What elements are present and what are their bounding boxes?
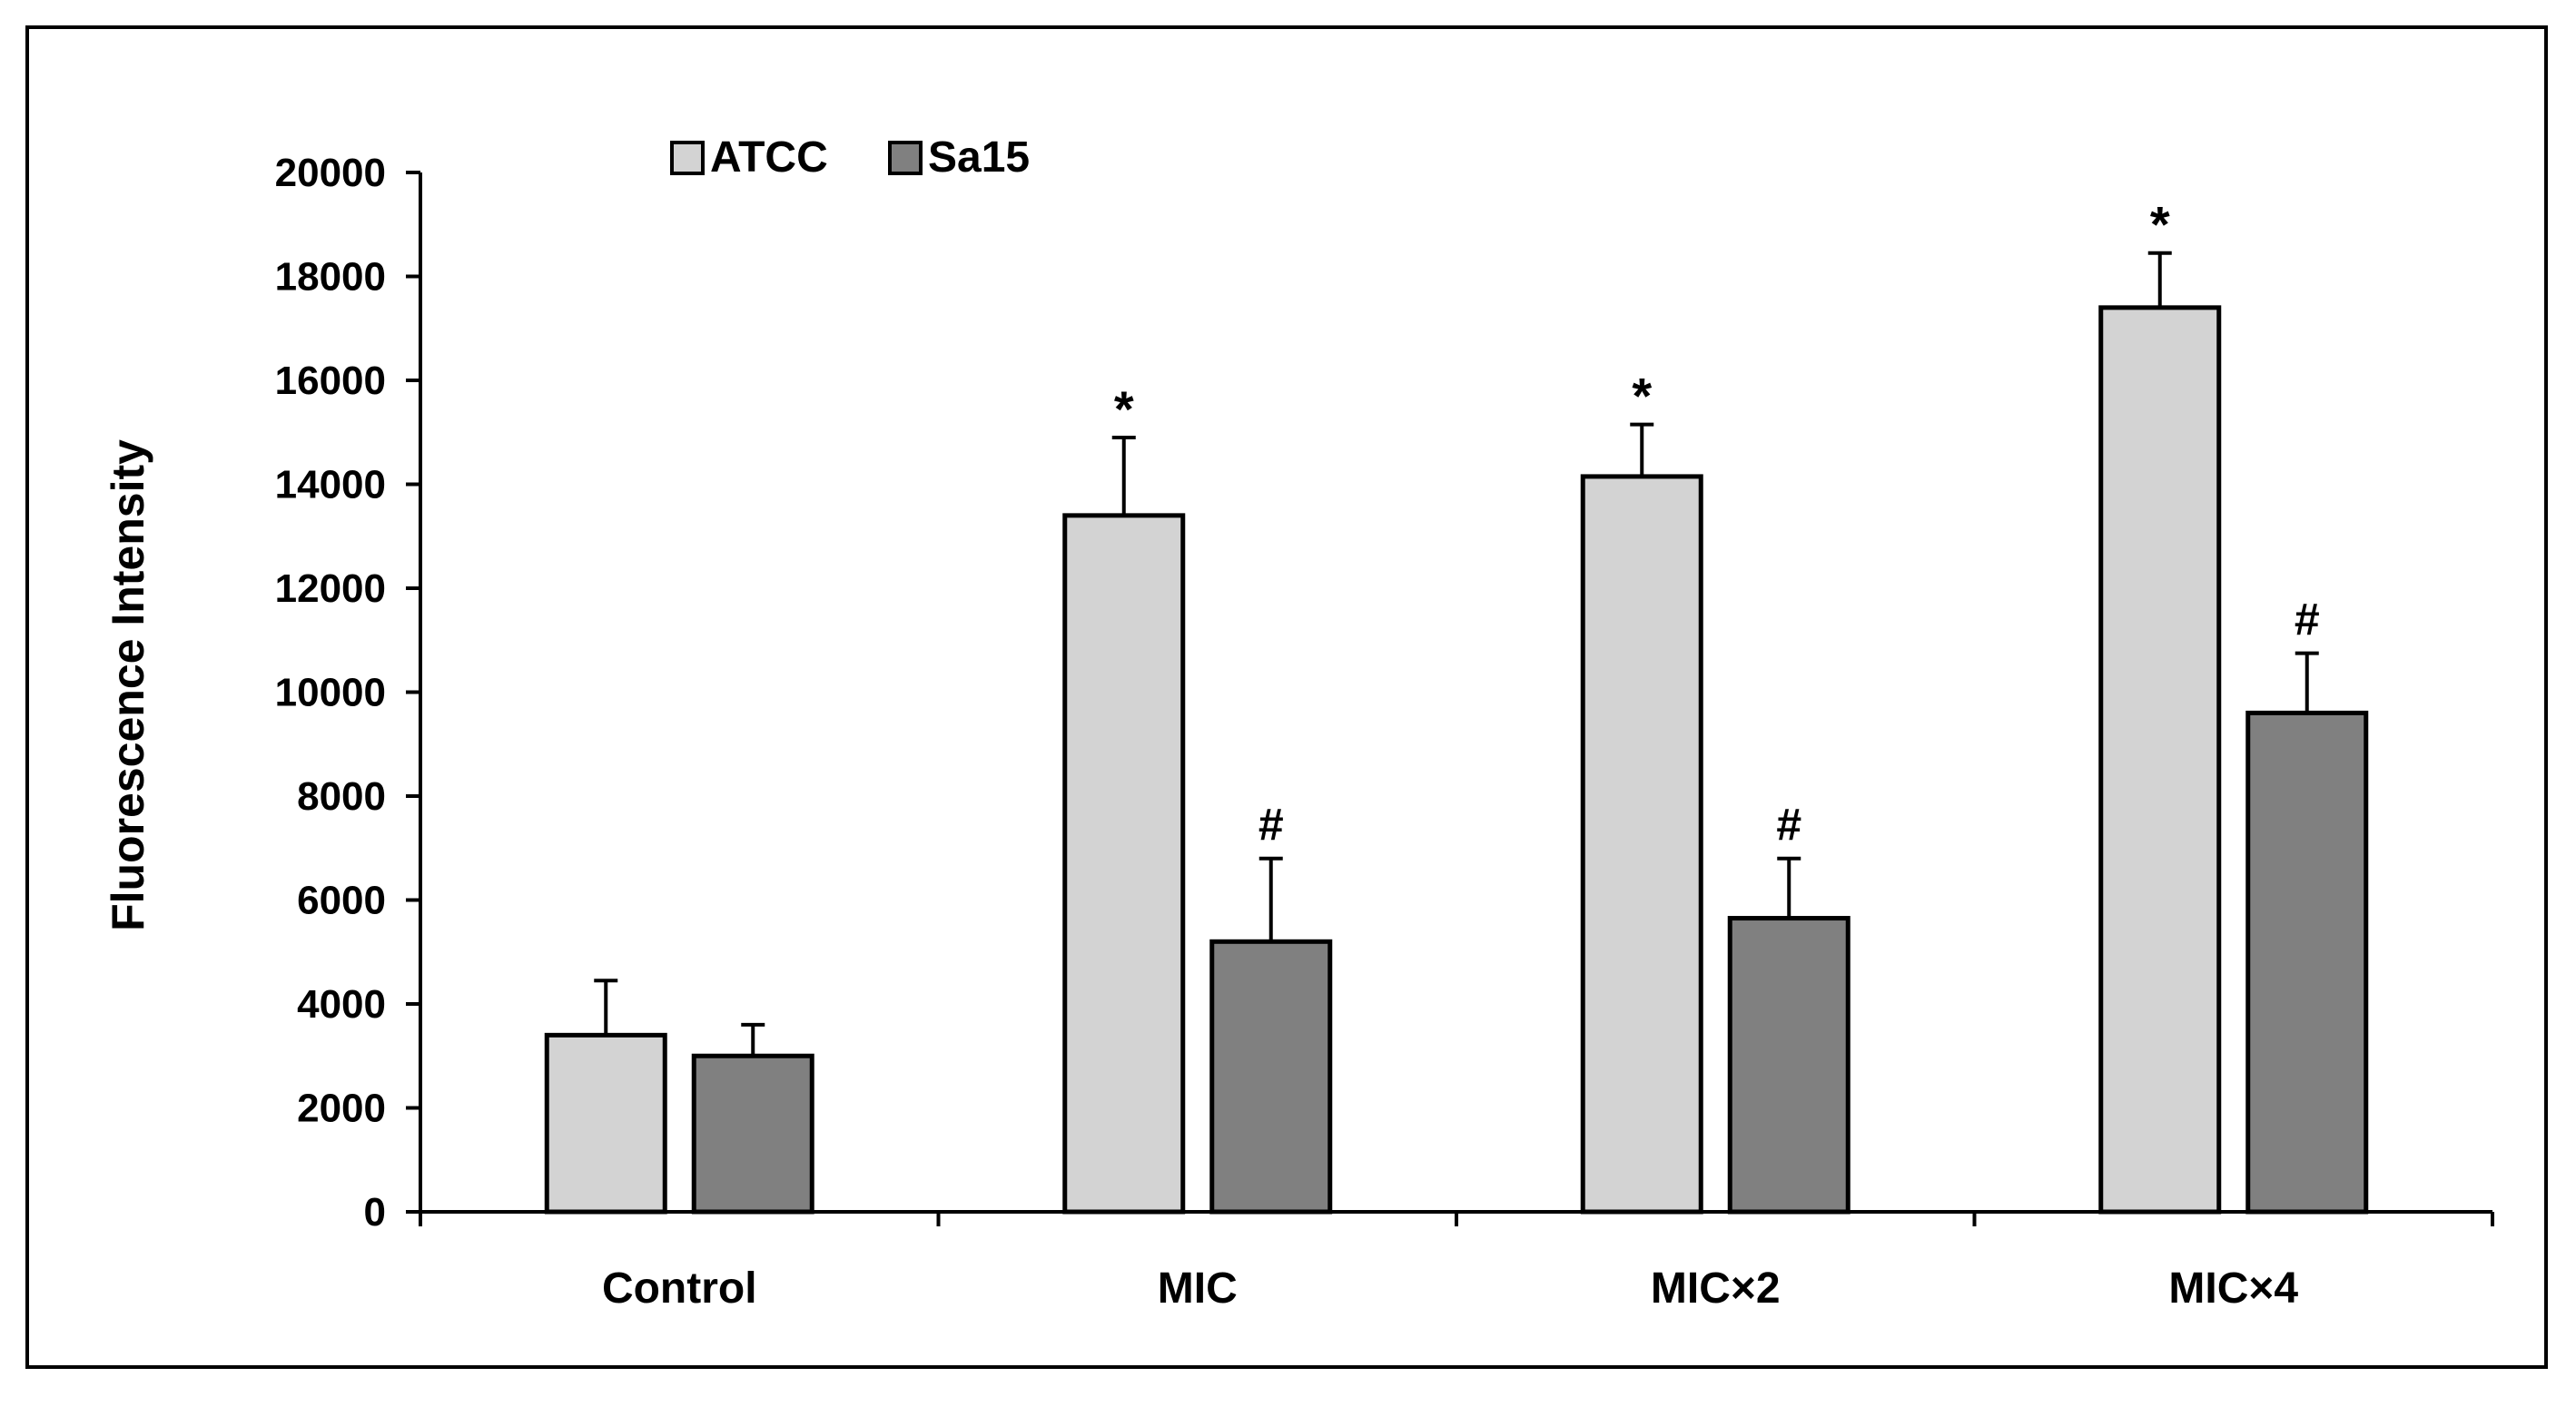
significance-hash: # [1776,800,1801,851]
y-tick-label: 0 [364,1190,386,1235]
legend-swatch-sa15 [888,141,923,175]
bars: Control * # MIC * # MIC×2 * # MIC×4 [544,196,2369,1313]
bar-atcc-1 [544,1032,667,1215]
y-tick-label: 20000 [275,151,386,195]
bar-sa15-2 [1209,939,1333,1215]
y-tick-label: 16000 [275,359,386,403]
bar-sa15-4 [2245,710,2369,1215]
y-tick-label: 18000 [275,255,386,300]
significance-hash: # [2295,595,2320,645]
legend-swatch-atcc [670,141,705,175]
y-tick-label: 14000 [275,463,386,507]
legend: ATCC Sa15 [670,133,1030,182]
y-tick-label: 10000 [275,671,386,715]
bar-sa15-1 [691,1053,814,1215]
legend-label-sa15: Sa15 [928,133,1030,182]
x-category-label: MIC×2 [1651,1264,1781,1313]
y-tick-label: 8000 [297,774,386,819]
x-category-label: MIC×4 [2168,1264,2298,1313]
y-axis-title: Fluorescence Intensity [103,439,153,931]
bar-atcc-2 [1062,513,1186,1215]
y-tick-label: 12000 [275,566,386,611]
y-tick-label: 6000 [297,879,386,923]
bar-atcc-4 [2098,305,2222,1215]
y-tick-label: 2000 [297,1087,386,1131]
bar-atcc-3 [1580,474,1703,1215]
bar-sa15-3 [1727,916,1851,1215]
significance-star: * [2150,196,2170,253]
y-axis-label: Fluorescence Intensity [103,439,153,931]
x-category-label: Control [602,1264,757,1313]
significance-hash: # [1258,800,1284,851]
significance-star: * [1114,380,1134,438]
significance-star: * [1632,368,1652,425]
legend-label-atcc: ATCC [710,133,828,182]
x-category-label: MIC [1158,1264,1238,1313]
y-tick-label: 4000 [297,982,386,1027]
